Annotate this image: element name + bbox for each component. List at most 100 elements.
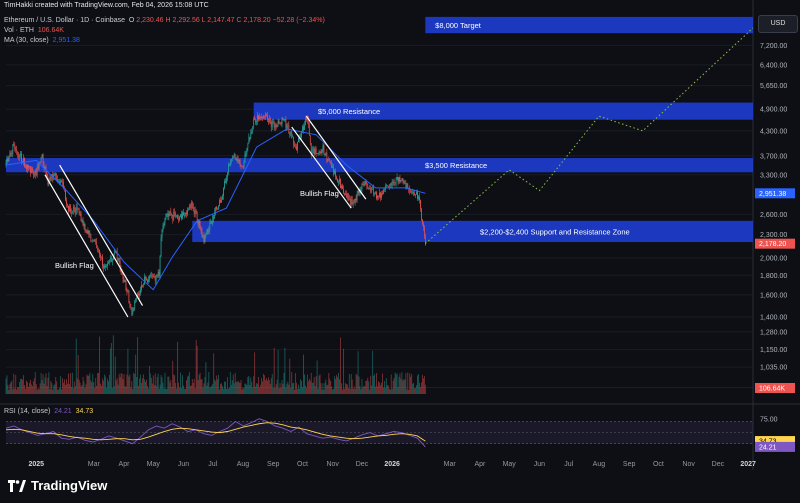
candle-body	[110, 258, 112, 262]
candle-body	[328, 159, 330, 161]
candle-body	[407, 183, 409, 189]
time-tick-label: Oct	[653, 461, 664, 468]
candle-body	[170, 211, 172, 216]
candle-body	[322, 145, 324, 150]
candle-body	[111, 260, 113, 262]
candle-body	[153, 276, 155, 278]
time-tick-label: Jul	[564, 461, 573, 468]
candle-body	[164, 218, 166, 224]
time-axis[interactable]: 2025 Mar Apr May Jun Jul Aug Sep Oct Nov Dec 2026 Ma…	[28, 461, 756, 468]
candle-body	[85, 230, 87, 231]
candle-body	[357, 190, 359, 195]
candle-body	[44, 166, 46, 169]
projection-path	[425, 27, 754, 244]
candle-body	[97, 248, 99, 250]
candle-body	[223, 188, 224, 197]
candle-body	[292, 136, 294, 138]
candle-body	[348, 198, 350, 200]
candle-body	[119, 261, 121, 269]
candle-body	[154, 277, 156, 281]
candle-body	[32, 171, 34, 175]
candle-body	[102, 256, 103, 267]
candle-body	[214, 212, 216, 219]
volume-legend[interactable]: Vol · ETH 106.64K	[4, 27, 64, 34]
candle-body	[411, 192, 413, 193]
candle-body	[409, 189, 411, 191]
candle-body	[247, 143, 249, 149]
price-tick-label: 7,200.00	[760, 43, 787, 50]
candle-body	[193, 210, 195, 214]
candle-body	[36, 166, 38, 175]
candle-body	[355, 198, 357, 201]
ma-legend[interactable]: MA (30, close) 2,951.38	[4, 37, 80, 44]
candle-body	[200, 228, 202, 232]
price-badge-label: 2,178.20	[759, 241, 786, 248]
candle-body	[158, 271, 160, 276]
candle-body	[202, 236, 204, 237]
candle-body	[254, 119, 256, 121]
time-tick-label: Jun	[178, 461, 189, 468]
candle-body	[41, 154, 43, 157]
rsi-pane: 75.0034.7324.21	[5, 416, 795, 452]
price-tick-label: 3,700.00	[760, 153, 787, 160]
candle-body	[417, 191, 418, 199]
candle-body	[276, 125, 278, 127]
candle-body	[160, 237, 162, 256]
candle-body	[287, 125, 289, 127]
candle-body	[354, 198, 356, 203]
candle-body	[66, 200, 67, 205]
candle-body	[301, 131, 302, 138]
symbol-name[interactable]: Ethereum / U.S. Dollar · 1D · Coinbase	[4, 17, 125, 24]
candle-body	[20, 153, 21, 156]
candle-body	[134, 301, 136, 310]
candle-body	[75, 207, 77, 214]
candle-body	[366, 184, 368, 186]
candle-body	[83, 223, 85, 226]
candle-body	[336, 176, 337, 179]
rsi-ma-value: 34.73	[75, 408, 94, 415]
flag-label: Bullish Flag	[300, 189, 339, 198]
rsi-legend[interactable]: RSI (14, close) 24.21 34.73	[4, 408, 93, 415]
candle-body	[49, 177, 51, 182]
candle-body	[89, 234, 91, 235]
price-axis[interactable]: 7,200.00 6,400.00 5,650.00 4,900.00 4,300.00…	[755, 43, 795, 393]
time-tick-label: 2027	[740, 461, 756, 468]
candle-body	[319, 151, 321, 153]
candle-body	[86, 230, 88, 234]
time-tick-label: Sep	[267, 461, 280, 468]
candle-body	[56, 176, 58, 180]
candle-body	[283, 119, 285, 121]
candle-body	[325, 152, 327, 155]
candle-body	[39, 162, 41, 163]
candle-body	[372, 186, 374, 188]
candle-body	[31, 167, 32, 174]
candle-body	[260, 116, 261, 118]
candle-body	[228, 164, 230, 166]
candle-body	[7, 159, 9, 162]
flag-line	[44, 174, 129, 318]
candle-body	[255, 120, 257, 123]
time-tick-label: Mar	[88, 461, 101, 468]
candle-body	[387, 185, 389, 188]
candle-body	[382, 193, 383, 195]
candle-body	[185, 212, 186, 216]
candle-body	[243, 162, 245, 168]
candle-body	[240, 165, 242, 167]
candle-body	[415, 194, 416, 196]
price-tick-label: 1,280.00	[760, 329, 787, 336]
candle-body	[177, 215, 178, 219]
candle-body	[159, 255, 161, 276]
volume-label: Vol · ETH	[4, 27, 34, 34]
candle-body	[65, 188, 66, 201]
candle-body	[419, 196, 420, 201]
currency-button[interactable]: USD	[758, 15, 798, 33]
candle-body	[142, 285, 143, 286]
rsi-badge	[755, 436, 795, 447]
ma-label: MA (30, close)	[4, 37, 49, 44]
candle-body	[416, 191, 417, 195]
candle-body	[396, 177, 398, 180]
candle-body	[129, 302, 131, 305]
candle-body	[95, 241, 97, 243]
candle-body	[163, 223, 165, 226]
